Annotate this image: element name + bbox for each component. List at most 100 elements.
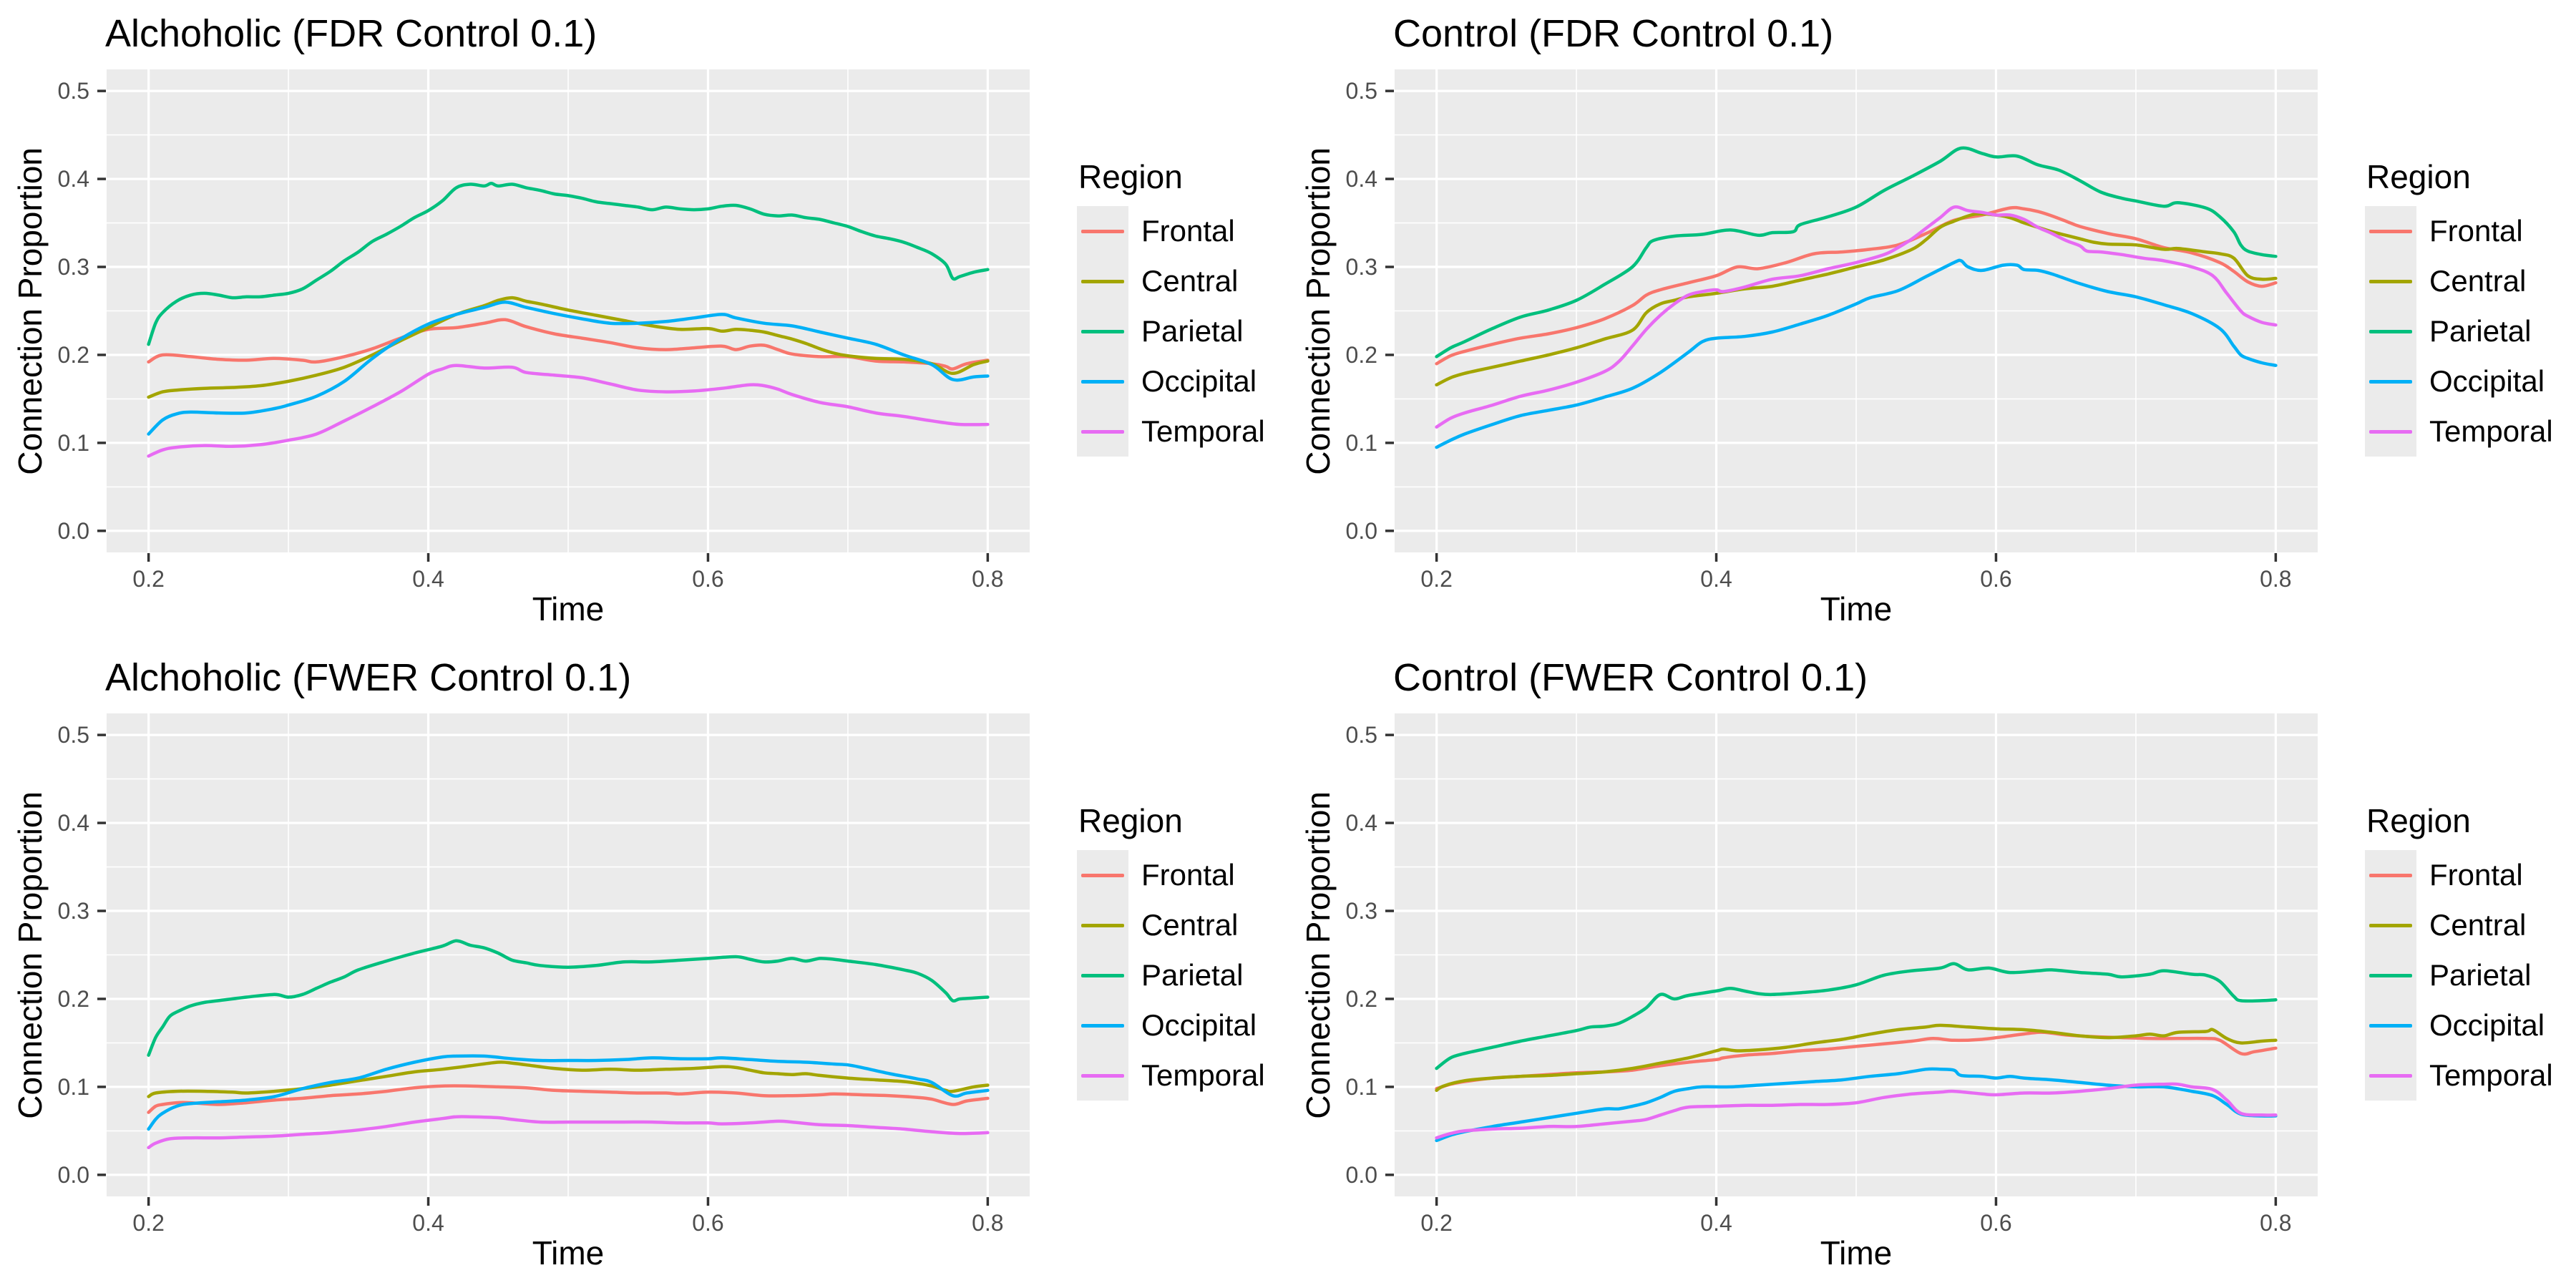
x-axis-title: Time	[1820, 590, 1893, 628]
x-axis-title: Time	[532, 1234, 605, 1272]
central-line-swatch-icon	[2369, 279, 2412, 283]
y-tick-label: 0.3	[58, 254, 89, 280]
y-tick-label: 0.1	[1346, 1074, 1377, 1100]
legend-title: Region	[1078, 802, 1183, 839]
figure-control-fwer: Control (FWER Control 0.1) Connection Pr…	[1288, 644, 2576, 1288]
x-axis-title: Time	[1820, 1234, 1893, 1272]
y-tick-label: 0.0	[1346, 518, 1377, 544]
legend-item-central: Central	[1077, 256, 1265, 306]
figure-alcoholic-fwer: Alchoholic (FWER Control 0.1) Connection…	[0, 644, 1288, 1288]
legend-label: Temporal	[1141, 414, 1265, 448]
frontal-line-swatch-icon	[2369, 229, 2412, 233]
legend-key	[2365, 406, 2416, 457]
legend-label: Temporal	[1141, 1058, 1265, 1092]
y-tick-label: 0.4	[1346, 166, 1377, 192]
figure-control-fdr: Control (FDR Control 0.1) Connection Pro…	[1288, 0, 2576, 644]
y-tick-label: 0.0	[58, 518, 89, 544]
y-tick-label: 0.1	[58, 430, 89, 456]
legend-label: Occipital	[2429, 364, 2545, 398]
series-line-occipital	[1435, 1067, 2278, 1143]
parietal-line-swatch-icon	[1081, 973, 1124, 977]
series-line-parietal	[1435, 962, 2278, 1070]
legend-item-central: Central	[2365, 900, 2553, 950]
frontal-line-swatch-icon	[1081, 229, 1124, 233]
series-line-occipital	[147, 300, 990, 436]
plot-area: 0.0 0.1 0.2 0.3 0.4 0.5 0.2 0.4 0.6 0.8	[1346, 69, 2318, 592]
legend: Region Frontal Central Parietal Occipita…	[1077, 801, 1265, 1101]
legend-item-occipital: Occipital	[2365, 356, 2553, 406]
series-line-parietal	[147, 939, 990, 1057]
y-tick-label: 0.5	[1346, 722, 1377, 748]
legend-item-frontal: Frontal	[1077, 850, 1265, 900]
y-tick-label: 0.3	[1346, 254, 1377, 280]
figure-alcoholic-fdr: Alchoholic (FDR Control 0.1) Connection …	[0, 0, 1288, 644]
series-line-parietal	[1435, 146, 2278, 358]
frontal-line-swatch-icon	[2369, 873, 2412, 877]
legend-item-temporal: Temporal	[2365, 1050, 2553, 1101]
y-tick-label: 0.4	[58, 166, 89, 192]
legend-item-frontal: Frontal	[2365, 206, 2553, 256]
legend-label: Central	[2429, 264, 2527, 298]
legend-item-parietal: Parietal	[2365, 950, 2553, 1000]
legend-keys: Frontal Central Parietal Occipital Tempo…	[1077, 206, 1265, 457]
legend-label: Central	[1141, 908, 1239, 942]
legend-key	[1077, 356, 1128, 406]
parietal-line-swatch-icon	[2369, 973, 2412, 977]
y-tick-label: 0.2	[58, 986, 89, 1012]
series-line-occipital	[1435, 258, 2278, 449]
legend-label: Occipital	[1141, 1008, 1257, 1042]
x-tick-label: 0.8	[2260, 566, 2291, 592]
plot-area: 0.0 0.1 0.2 0.3 0.4 0.5 0.2 0.4 0.6 0.8	[58, 713, 1030, 1236]
series-line-parietal	[147, 181, 990, 346]
parietal-line-swatch-icon	[2369, 329, 2412, 333]
legend-key	[1077, 900, 1128, 950]
legend: Region Frontal Central Parietal Occipita…	[1077, 157, 1265, 457]
temporal-line-swatch-icon	[2369, 429, 2412, 434]
legend-item-occipital: Occipital	[2365, 1000, 2553, 1050]
x-tick-label: 0.2	[1420, 566, 1452, 592]
legend-key	[1077, 256, 1128, 306]
x-tick-label: 0.8	[2260, 1210, 2291, 1236]
y-tick-label: 0.1	[1346, 430, 1377, 456]
x-axis-title: Time	[532, 590, 605, 628]
legend-label: Central	[2429, 908, 2527, 942]
legend-key	[2365, 356, 2416, 406]
legend-label: Frontal	[2429, 214, 2523, 248]
panel-title: Control (FWER Control 0.1)	[1393, 656, 1868, 699]
panel-title: Alchoholic (FDR Control 0.1)	[105, 12, 597, 55]
occipital-line-swatch-icon	[2369, 1023, 2412, 1028]
central-line-swatch-icon	[1081, 279, 1124, 283]
legend-label: Parietal	[1141, 314, 1244, 348]
legend-label: Occipital	[1141, 364, 1257, 398]
series-line-central	[147, 1060, 990, 1098]
legend-title: Region	[2366, 802, 2471, 839]
legend-key	[1077, 950, 1128, 1000]
y-tick-label: 0.3	[1346, 898, 1377, 924]
legend-label: Frontal	[2429, 858, 2523, 892]
legend-label: Occipital	[2429, 1008, 2545, 1042]
legend-label: Frontal	[1141, 214, 1235, 248]
legend-item-temporal: Temporal	[2365, 406, 2553, 457]
temporal-line-swatch-icon	[1081, 429, 1124, 434]
panel-title: Alchoholic (FWER Control 0.1)	[105, 656, 632, 699]
legend-key	[2365, 1050, 2416, 1101]
y-tick-label: 0.4	[58, 810, 89, 836]
y-tick-label: 0.5	[1346, 78, 1377, 104]
series-line-central	[147, 296, 990, 399]
legend-title: Region	[1078, 158, 1183, 195]
legend-key	[2365, 950, 2416, 1000]
legend-keys: Frontal Central Parietal Occipital Tempo…	[2365, 206, 2553, 457]
occipital-line-swatch-icon	[1081, 379, 1124, 384]
y-tick-label: 0.5	[58, 78, 89, 104]
x-tick-label: 0.4	[1700, 1210, 1732, 1236]
central-line-swatch-icon	[2369, 923, 2412, 927]
series-line-temporal	[1435, 205, 2278, 429]
legend-label: Temporal	[2429, 1058, 2553, 1092]
occipital-line-swatch-icon	[2369, 379, 2412, 384]
x-tick-label: 0.8	[972, 566, 1003, 592]
y-tick-label: 0.3	[58, 898, 89, 924]
x-tick-label: 0.4	[412, 566, 444, 592]
central-line-swatch-icon	[1081, 923, 1124, 927]
legend-keys: Frontal Central Parietal Occipital Tempo…	[2365, 850, 2553, 1101]
legend-item-temporal: Temporal	[1077, 1050, 1265, 1101]
